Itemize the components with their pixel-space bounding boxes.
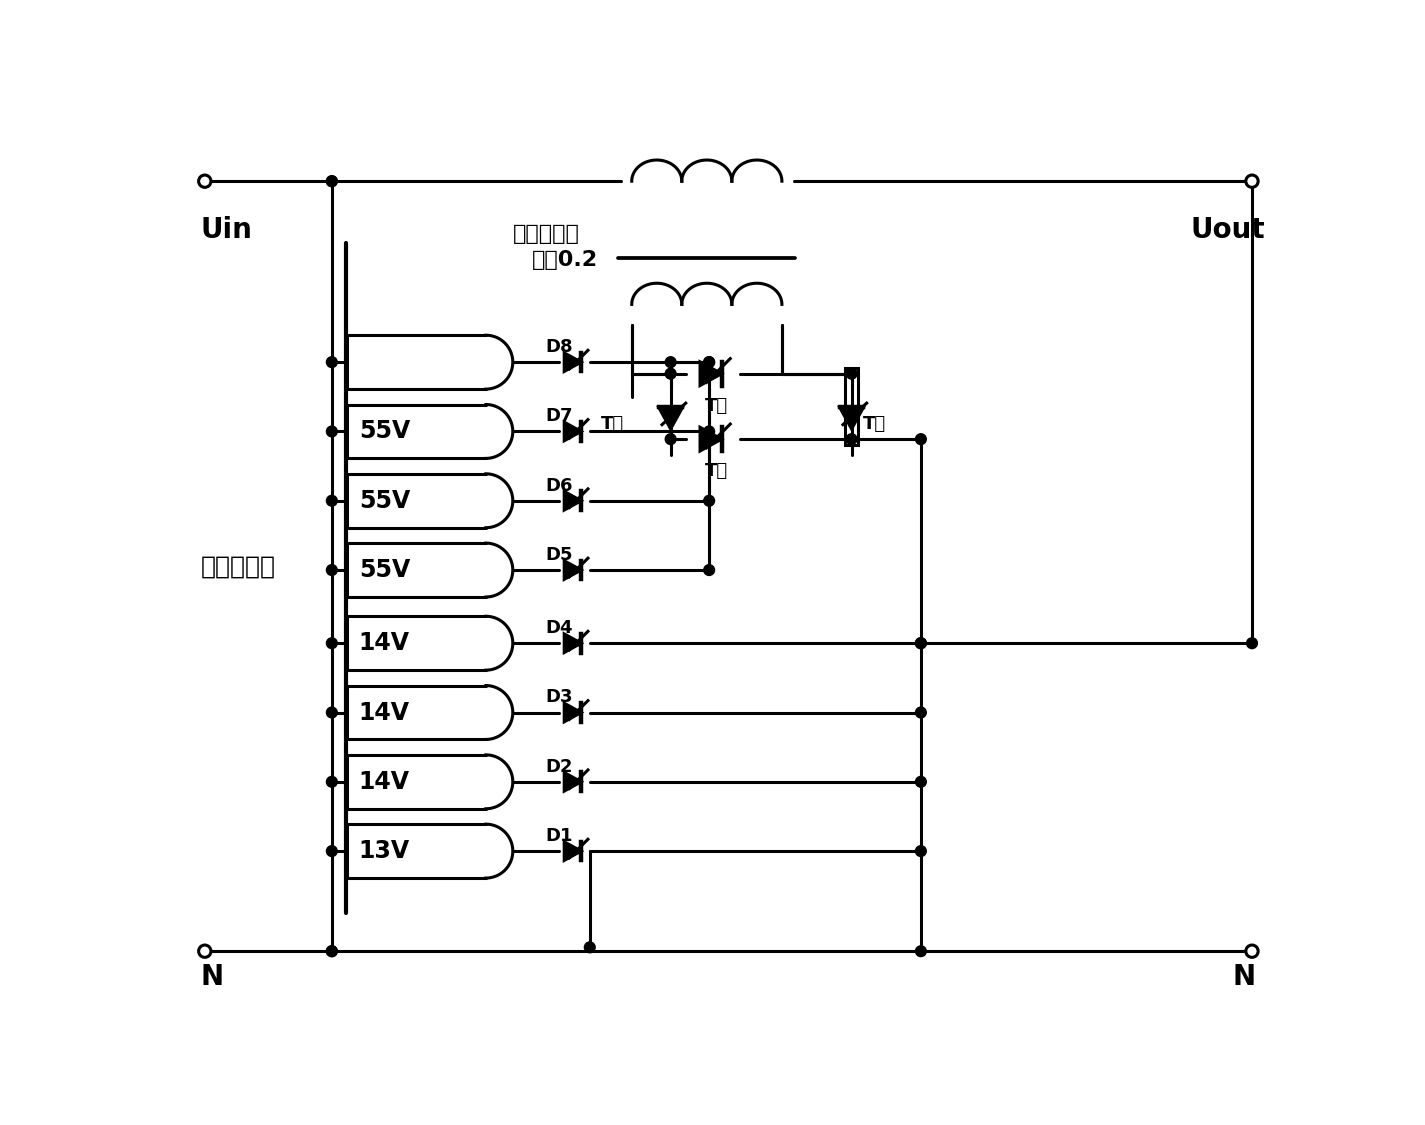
Circle shape bbox=[326, 357, 338, 368]
Text: D4: D4 bbox=[546, 619, 573, 637]
Circle shape bbox=[665, 357, 675, 368]
Circle shape bbox=[326, 946, 338, 956]
Circle shape bbox=[326, 776, 338, 787]
Text: D1: D1 bbox=[546, 827, 573, 845]
Text: 抄头变压器: 抄头变压器 bbox=[201, 555, 276, 578]
Circle shape bbox=[326, 846, 338, 856]
Polygon shape bbox=[564, 492, 581, 510]
Circle shape bbox=[704, 426, 714, 436]
Circle shape bbox=[665, 368, 675, 379]
Circle shape bbox=[704, 495, 714, 506]
Circle shape bbox=[915, 708, 926, 718]
Polygon shape bbox=[564, 633, 581, 652]
Circle shape bbox=[198, 176, 211, 188]
Circle shape bbox=[326, 946, 338, 956]
Text: D8: D8 bbox=[546, 338, 573, 356]
Text: 55V: 55V bbox=[359, 488, 410, 513]
Text: N: N bbox=[201, 963, 224, 991]
Polygon shape bbox=[564, 560, 581, 579]
Circle shape bbox=[326, 495, 338, 506]
Circle shape bbox=[665, 434, 675, 444]
Text: 14V: 14V bbox=[359, 631, 410, 655]
Circle shape bbox=[915, 776, 926, 787]
Text: 14V: 14V bbox=[359, 701, 410, 724]
Text: D2: D2 bbox=[546, 757, 573, 775]
Polygon shape bbox=[564, 422, 581, 441]
Text: D3: D3 bbox=[546, 688, 573, 706]
Circle shape bbox=[915, 434, 926, 444]
Text: D7: D7 bbox=[546, 407, 573, 425]
Text: Uout: Uout bbox=[1190, 216, 1265, 244]
Text: 55V: 55V bbox=[359, 420, 410, 443]
Circle shape bbox=[704, 565, 714, 576]
Text: 13V: 13V bbox=[359, 839, 410, 863]
Text: Uin: Uin bbox=[201, 216, 252, 244]
Circle shape bbox=[326, 176, 338, 187]
Circle shape bbox=[326, 638, 338, 649]
Circle shape bbox=[1245, 945, 1258, 957]
Circle shape bbox=[326, 176, 338, 187]
Bar bbox=[845, 368, 858, 446]
Circle shape bbox=[915, 638, 926, 649]
Circle shape bbox=[704, 357, 714, 368]
Circle shape bbox=[198, 945, 211, 957]
Circle shape bbox=[846, 434, 856, 444]
Text: 变比0.2: 变比0.2 bbox=[532, 251, 598, 270]
Circle shape bbox=[1245, 176, 1258, 188]
Polygon shape bbox=[564, 842, 581, 861]
Text: 14V: 14V bbox=[359, 770, 410, 794]
Circle shape bbox=[915, 946, 926, 956]
Text: 补偿变压器: 补偿变压器 bbox=[513, 224, 580, 243]
Text: T升: T升 bbox=[705, 397, 728, 415]
Polygon shape bbox=[700, 362, 721, 386]
Circle shape bbox=[326, 565, 338, 576]
Polygon shape bbox=[564, 703, 581, 722]
Circle shape bbox=[326, 426, 338, 436]
Polygon shape bbox=[564, 773, 581, 791]
Circle shape bbox=[1247, 638, 1257, 649]
Text: T降: T降 bbox=[864, 415, 886, 433]
Circle shape bbox=[915, 638, 926, 649]
Circle shape bbox=[915, 846, 926, 856]
Polygon shape bbox=[700, 428, 721, 451]
Text: T降: T降 bbox=[601, 415, 624, 433]
Circle shape bbox=[326, 708, 338, 718]
Text: 55V: 55V bbox=[359, 558, 410, 582]
Polygon shape bbox=[564, 353, 581, 371]
Text: D6: D6 bbox=[546, 477, 573, 495]
Polygon shape bbox=[839, 407, 864, 429]
Text: N: N bbox=[1233, 963, 1255, 991]
Polygon shape bbox=[658, 407, 683, 429]
Text: T升: T升 bbox=[705, 462, 728, 480]
Text: D5: D5 bbox=[546, 546, 573, 564]
Circle shape bbox=[704, 357, 714, 368]
Circle shape bbox=[584, 942, 596, 953]
Circle shape bbox=[846, 368, 856, 379]
